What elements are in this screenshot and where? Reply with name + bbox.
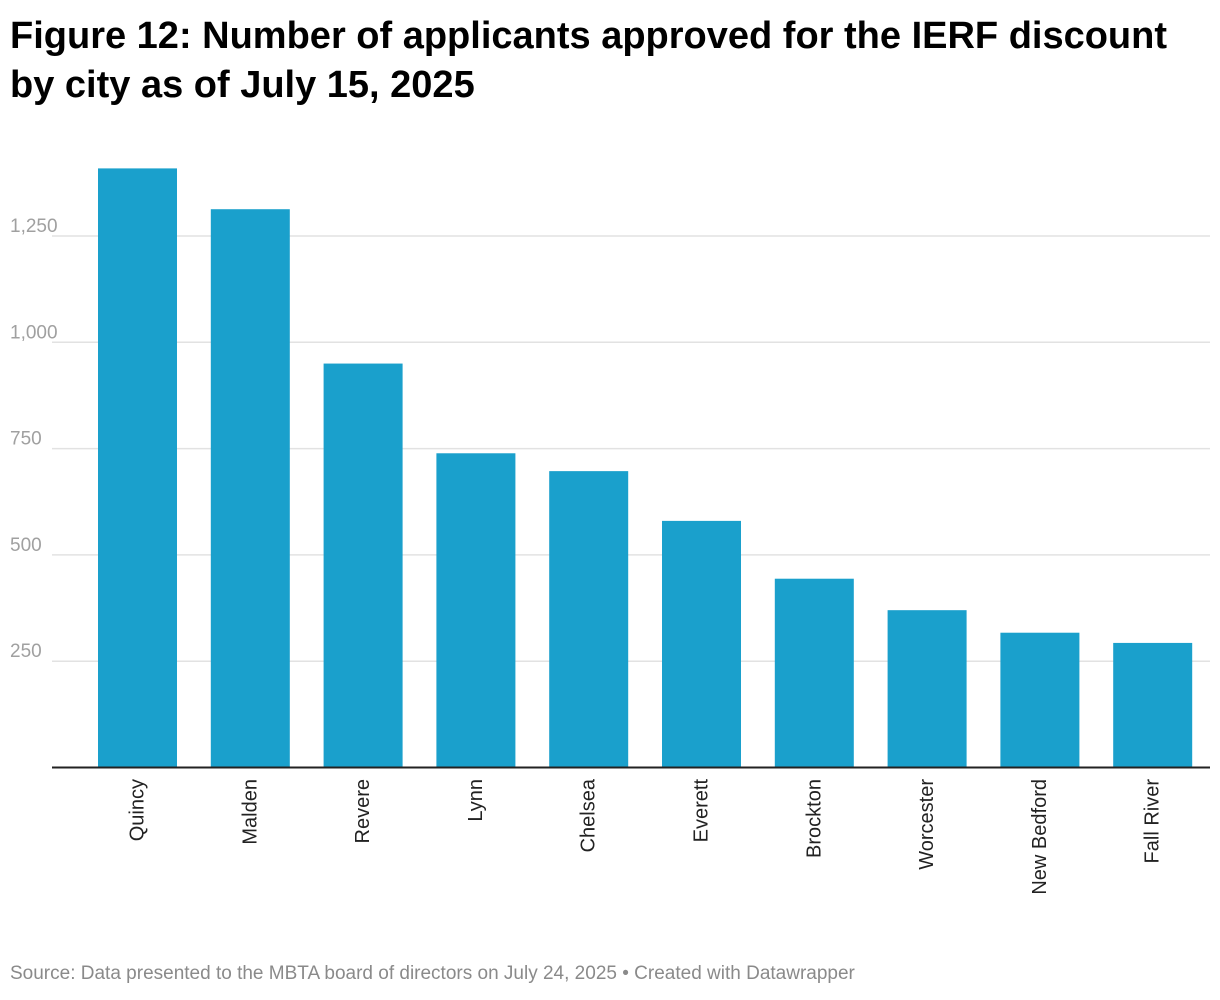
x-tick-label: Worcester — [916, 779, 938, 870]
bar-everett — [662, 520, 741, 768]
bar-lynn — [436, 453, 516, 768]
x-tick-label: Everett — [691, 779, 713, 843]
bar-brockton — [774, 578, 854, 768]
x-tick-label: New Bedford — [1029, 779, 1051, 895]
x-tick-label: Brockton — [803, 779, 825, 858]
bar-malden — [210, 209, 290, 768]
bar-new-bedford — [1000, 632, 1080, 768]
source-text: Data presented to the MBTA board of dire… — [80, 963, 617, 984]
footer-separator: • — [622, 963, 629, 984]
bar-fall-river — [1113, 642, 1193, 768]
chart-title: Figure 12: Number of applicants approved… — [10, 15, 1168, 106]
y-axis-ticks: 250 500 750 1,000 1,250 — [10, 216, 58, 662]
x-tick-label: Chelsea — [578, 778, 600, 852]
bar-chart: 250 500 750 1,000 1,250 Quincy Malden Revere Ly… — [10, 168, 1210, 895]
bars — [98, 168, 1193, 768]
x-tick-label: Quincy — [127, 779, 149, 841]
credit-text: Created with Datawrapper — [634, 963, 855, 984]
bar-revere — [323, 363, 403, 768]
y-tick-label: 250 — [10, 641, 42, 662]
x-tick-label: Revere — [352, 779, 374, 843]
bar-chelsea — [549, 471, 629, 768]
y-tick-label: 500 — [10, 535, 42, 556]
y-tick-label: 1,000 — [10, 322, 58, 343]
x-axis-ticks: Quincy Malden Revere Lynn Chelsea Everett Broc… — [127, 778, 1164, 894]
x-tick-label: Malden — [239, 779, 261, 845]
x-tick-label: Lynn — [465, 779, 487, 822]
bar-quincy — [98, 168, 177, 768]
source-label: Source: — [10, 963, 76, 984]
y-tick-label: 1,250 — [10, 216, 58, 237]
chart-footer: Source: Data presented to the MBTA board… — [10, 963, 855, 985]
bar-worcester — [887, 610, 967, 768]
x-tick-label: Fall River — [1142, 779, 1164, 864]
y-tick-label: 750 — [10, 429, 42, 450]
